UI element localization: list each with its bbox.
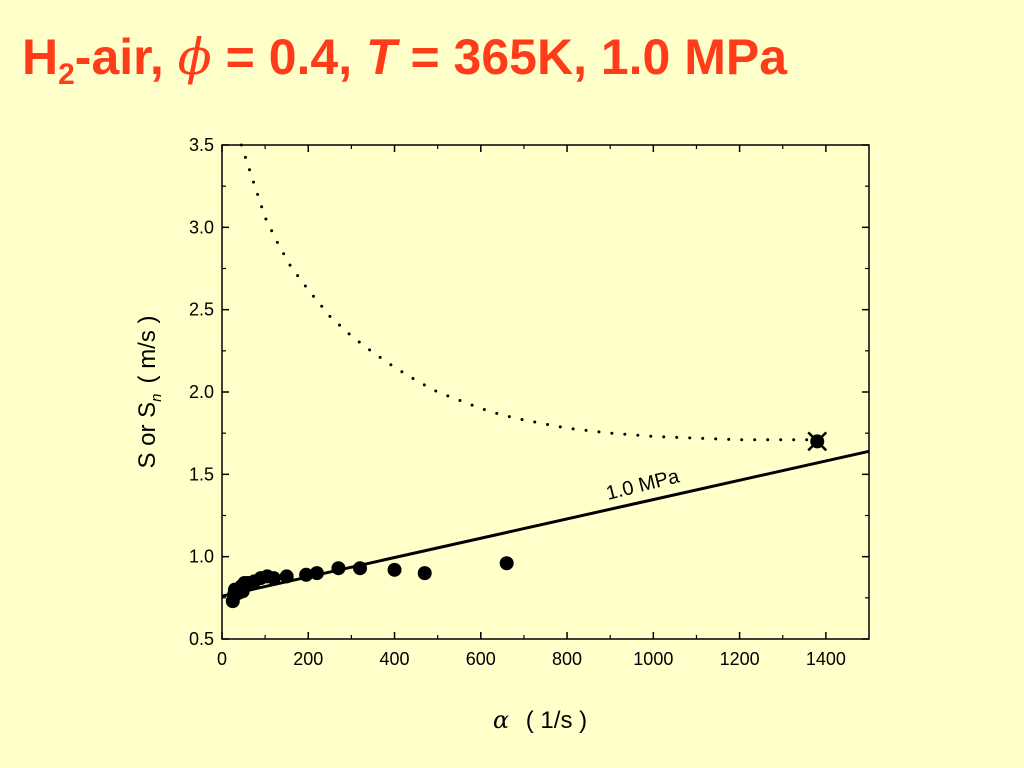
x-tick-label: 0 xyxy=(217,649,227,669)
y-tick-label: 3.5 xyxy=(189,135,214,155)
phi-symbol: ϕ xyxy=(177,28,212,86)
data-point xyxy=(387,562,402,577)
slide-title: H2-air, ϕ = 0.4, T = 365K, 1.0 MPa xyxy=(22,28,787,92)
data-point xyxy=(309,566,324,581)
title-h: H xyxy=(22,29,59,85)
axis-ticks xyxy=(221,144,869,640)
line-label: 1.0 MPa xyxy=(604,465,682,505)
x-tick-label: 1000 xyxy=(633,649,673,669)
x-tick-label: 1400 xyxy=(806,649,846,669)
y-tick-label: 0.5 xyxy=(189,629,214,649)
y-tick-label: 1.5 xyxy=(189,464,214,484)
x-tick-label: 600 xyxy=(466,649,496,669)
y-tick-label: 1.0 xyxy=(189,547,214,567)
x-axis-unit: ( 1/s ) xyxy=(526,707,587,734)
x-tick-label: 200 xyxy=(293,649,323,669)
y-axis-label-main: S or S xyxy=(134,402,161,469)
data-point xyxy=(331,561,346,576)
y-tick-label: 2.5 xyxy=(189,300,214,320)
title-t-value: = 365K, 1.0 MPa xyxy=(396,29,788,85)
x-tick-label: 400 xyxy=(380,649,410,669)
data-point xyxy=(417,566,432,581)
data-point xyxy=(353,561,368,576)
y-tick-label: 3.0 xyxy=(189,217,214,237)
x-tick-label: 1200 xyxy=(720,649,760,669)
title-subscript: 2 xyxy=(58,58,75,91)
x-axis-label: α ( 1/s ) xyxy=(493,706,587,734)
y-axis-label-sub: n xyxy=(148,393,165,401)
data-point xyxy=(499,556,514,571)
data-point xyxy=(299,567,314,582)
plot-frame xyxy=(221,144,870,640)
title-phi-value: = 0.4, xyxy=(211,29,367,85)
y-axis-label: S or Sn ( m/s ) xyxy=(134,315,165,468)
title-air: -air, xyxy=(74,29,178,85)
tick-labels: 0 200 400 600 800 1000 1200 1400 0.5 1.0 1.5 2.0 2.5… xyxy=(189,135,846,669)
dotted-curve xyxy=(239,143,819,442)
x-axis-symbol: α xyxy=(493,706,509,734)
t-symbol: T xyxy=(366,29,397,85)
y-axis-unit: ( m/s ) xyxy=(134,315,161,383)
data-point xyxy=(266,571,281,586)
y-tick-label: 2.0 xyxy=(189,382,214,402)
endpoint-x-stroke xyxy=(807,431,828,452)
x-tick-label: 800 xyxy=(552,649,582,669)
data-point xyxy=(279,569,294,584)
series-layer xyxy=(221,143,870,609)
linear-fit-line xyxy=(221,449,870,598)
